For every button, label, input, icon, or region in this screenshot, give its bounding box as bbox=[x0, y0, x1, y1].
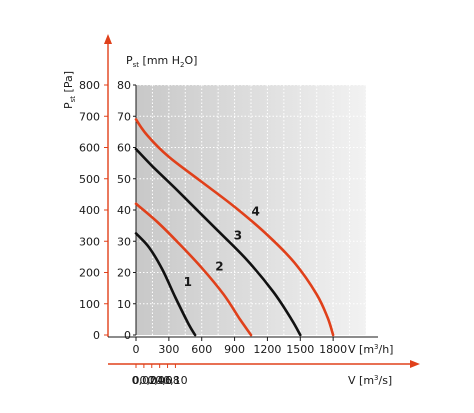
x-secondary-tick-label: 0,08 bbox=[155, 374, 180, 387]
y-primary-title-rest: [Pa] bbox=[62, 71, 75, 96]
x-primary-tick-label: 1800 bbox=[319, 343, 347, 356]
x-primary-tick-label: 300 bbox=[158, 343, 179, 356]
y-secondary-tick-label: 80 bbox=[117, 79, 131, 92]
y-primary-title-main: P bbox=[62, 102, 75, 109]
y-primary-tick-label: 600 bbox=[79, 142, 100, 155]
series-line-3 bbox=[134, 147, 302, 337]
y-primary-tick-label: 300 bbox=[79, 235, 100, 248]
series-layer: 1 2 34 bbox=[134, 118, 335, 337]
x-primary-tick-label: 1200 bbox=[253, 343, 281, 356]
x-primary-tick-label: 0 bbox=[133, 343, 140, 356]
series-line-2 bbox=[134, 202, 253, 337]
y-primary-tick-label: 100 bbox=[79, 298, 100, 311]
x-secondary-axis-label: V [m3/s] bbox=[348, 374, 392, 387]
x-secondary-tick-label: 0,06 bbox=[147, 374, 172, 387]
series-label-1: 1 bbox=[184, 275, 192, 289]
y-secondary-tick-label: 40 bbox=[117, 204, 131, 217]
y-primary-tick-label: 800 bbox=[79, 79, 100, 92]
x-primary-tick-label: 900 bbox=[224, 343, 245, 356]
series-label-2: 2 bbox=[215, 260, 223, 274]
y-secondary-title-sub2: 2 bbox=[180, 61, 184, 69]
y-secondary-axis-title: Pst [mm H2O] bbox=[126, 54, 197, 69]
y-primary-tick-label: 700 bbox=[79, 110, 100, 123]
x-secondary-tick-label: 0 bbox=[133, 374, 140, 387]
x-primary-label-sup: 3 bbox=[374, 343, 378, 351]
x-secondary-label-end: /s] bbox=[379, 374, 393, 387]
x-secondary-label-sup: 3 bbox=[374, 374, 378, 382]
y-secondary-title-rest: [mm H bbox=[139, 54, 180, 67]
y-primary-tick-label: 0 bbox=[93, 329, 100, 342]
y-secondary-title-main: P bbox=[126, 54, 133, 67]
y-secondary-title-sub: st bbox=[133, 61, 140, 69]
series-line-1 bbox=[134, 232, 197, 337]
y-secondary-tick-label: 10 bbox=[117, 298, 131, 311]
y-secondary-tick-label: 20 bbox=[117, 267, 131, 280]
y-primary-title-sub: st bbox=[69, 96, 77, 103]
y-secondary-tick-label: 0 bbox=[124, 329, 131, 342]
y-secondary-tick-label: 60 bbox=[117, 142, 131, 155]
x-secondary-tick-label: 0,02 bbox=[132, 374, 157, 387]
x-secondary-label-main: V [m bbox=[348, 374, 374, 387]
y-primary-tick-label: 200 bbox=[79, 267, 100, 280]
y-primary-tick-label: 400 bbox=[79, 204, 100, 217]
x-axis-arrow-icon bbox=[410, 360, 420, 368]
y-axis-arrow-icon bbox=[104, 34, 112, 44]
y-primary-tick-label: 500 bbox=[79, 173, 100, 186]
x-primary-label-end: /h] bbox=[379, 343, 394, 356]
series-label-4: 4 bbox=[252, 204, 260, 218]
y-secondary-tick-label: 50 bbox=[117, 173, 131, 186]
x-secondary-tick-label: 0,04 bbox=[140, 374, 165, 387]
y-primary-axis-title: Pst [Pa] bbox=[62, 71, 77, 109]
x-secondary-tick-label: 0,10 bbox=[163, 374, 188, 387]
series-line-4 bbox=[134, 118, 335, 337]
x-primary-label-main: V [m bbox=[348, 343, 374, 356]
x-primary-tick-label: 600 bbox=[191, 343, 212, 356]
y-secondary-tick-label: 30 bbox=[117, 235, 131, 248]
x-primary-axis-label: V [m3/h] bbox=[348, 343, 393, 356]
y-secondary-title-end: O] bbox=[185, 54, 198, 67]
series-label-3: 3 bbox=[234, 228, 242, 242]
y-secondary-tick-label: 70 bbox=[117, 110, 131, 123]
x-primary-tick-label: 1500 bbox=[286, 343, 314, 356]
